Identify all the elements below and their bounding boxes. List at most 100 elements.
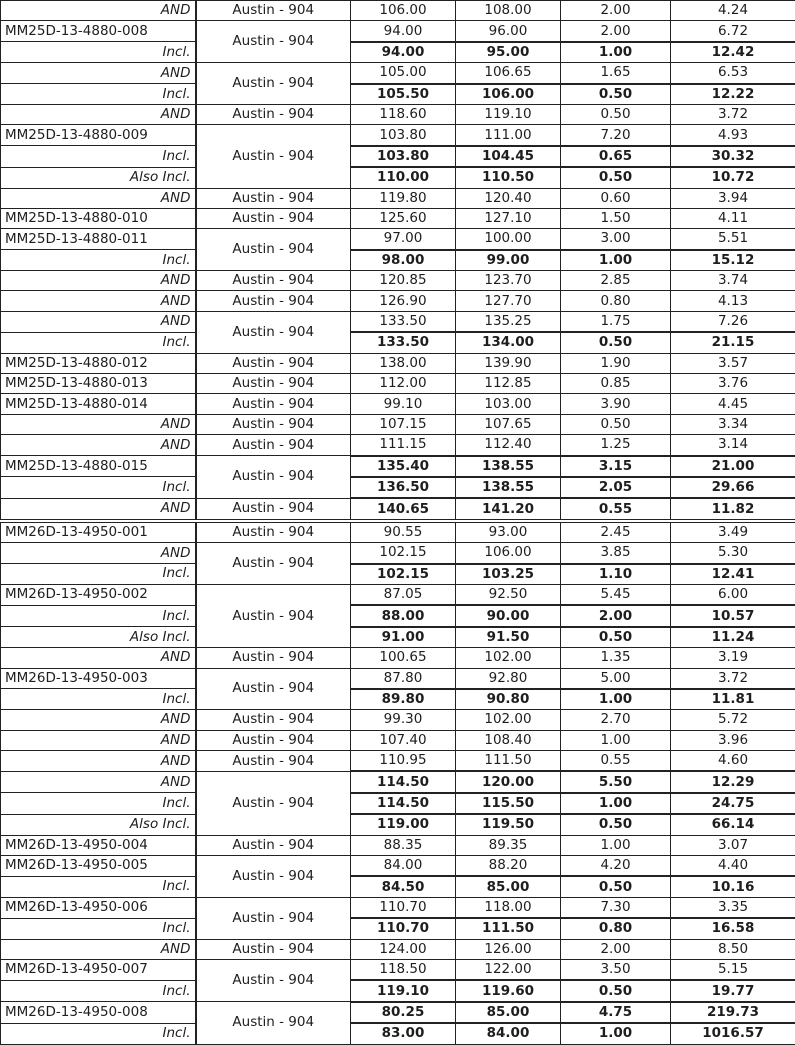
to-cell: 120.00 (456, 771, 561, 792)
to-cell: 126.00 (456, 939, 561, 959)
interval-cell: 1.00 (561, 835, 671, 855)
grade-cell: 3.76 (671, 374, 795, 394)
grade-cell: 4.45 (671, 394, 795, 414)
to-cell: 99.00 (456, 250, 561, 271)
to-cell: 111.50 (456, 918, 561, 939)
hole-id-cell: MM26D-13-4950-008 (1, 1002, 196, 1023)
interval-cell: 0.50 (561, 980, 671, 1001)
from-cell: 124.00 (351, 939, 456, 959)
from-cell: 125.60 (351, 208, 456, 228)
location-cell: Austin - 904 (196, 125, 351, 188)
grade-cell: 12.29 (671, 771, 795, 792)
grade-cell: 11.24 (671, 627, 795, 648)
qualifier-cell: Incl. (1, 793, 196, 814)
from-cell: 84.00 (351, 856, 456, 877)
hole-id-cell: MM25D-13-4880-015 (1, 456, 196, 477)
grade-cell: 3.19 (671, 648, 795, 668)
from-cell: 98.00 (351, 250, 456, 271)
from-cell: 111.15 (351, 435, 456, 456)
interval-cell: 3.00 (561, 229, 671, 250)
grade-cell: 3.49 (671, 522, 795, 542)
from-cell: 87.80 (351, 668, 456, 689)
interval-cell: 3.50 (561, 959, 671, 980)
interval-cell: 5.45 (561, 584, 671, 605)
location-cell: Austin - 904 (196, 21, 351, 63)
grade-cell: 3.57 (671, 353, 795, 373)
hole-id-cell: MM26D-13-4950-005 (1, 856, 196, 877)
grade-cell: 4.13 (671, 291, 795, 311)
grade-cell: 5.51 (671, 229, 795, 250)
interval-cell: 0.55 (561, 751, 671, 772)
interval-cell: 4.20 (561, 856, 671, 877)
location-cell: Austin - 904 (196, 63, 351, 105)
from-cell: 87.05 (351, 584, 456, 605)
to-cell: 118.00 (456, 897, 561, 918)
qualifier-cell: Incl. (1, 42, 196, 63)
from-cell: 126.90 (351, 291, 456, 311)
hole-id-cell: MM25D-13-4880-011 (1, 229, 196, 250)
from-cell: 107.15 (351, 414, 456, 434)
grade-cell: 16.58 (671, 918, 795, 939)
location-cell: Austin - 904 (196, 291, 351, 311)
interval-cell: 0.80 (561, 918, 671, 939)
from-cell: 102.15 (351, 564, 456, 585)
to-cell: 119.60 (456, 980, 561, 1001)
qualifier-cell: Incl. (1, 918, 196, 939)
from-cell: 110.00 (351, 167, 456, 188)
interval-cell: 0.85 (561, 374, 671, 394)
qualifier-cell: AND (1, 104, 196, 124)
interval-cell: 2.45 (561, 522, 671, 542)
to-cell: 85.00 (456, 1002, 561, 1023)
from-cell: 90.55 (351, 522, 456, 542)
to-cell: 92.50 (456, 584, 561, 605)
interval-cell: 2.85 (561, 271, 671, 291)
qualifier-cell: AND (1, 498, 196, 519)
to-cell: 110.50 (456, 167, 561, 188)
location-cell: Austin - 904 (196, 394, 351, 414)
qualifier-cell: AND (1, 730, 196, 750)
to-cell: 127.10 (456, 208, 561, 228)
grade-cell: 15.12 (671, 250, 795, 271)
qualifier-cell: Incl. (1, 564, 196, 585)
location-cell: Austin - 904 (196, 668, 351, 710)
grade-cell: 3.72 (671, 104, 795, 124)
qualifier-cell: Also Incl. (1, 627, 196, 648)
interval-cell: 1.90 (561, 353, 671, 373)
hole-id-cell: MM26D-13-4950-007 (1, 959, 196, 980)
interval-cell: 1.00 (561, 689, 671, 710)
interval-cell: 0.55 (561, 498, 671, 519)
qualifier-cell: Incl. (1, 332, 196, 353)
to-cell: 102.00 (456, 648, 561, 668)
location-cell: Austin - 904 (196, 498, 351, 519)
location-cell: Austin - 904 (196, 856, 351, 898)
to-cell: 112.85 (456, 374, 561, 394)
interval-cell: 3.15 (561, 456, 671, 477)
from-cell: 106.00 (351, 1, 456, 21)
qualifier-cell: AND (1, 710, 196, 730)
grade-cell: 1016.57 (671, 1023, 795, 1044)
grade-cell: 6.53 (671, 63, 795, 84)
hole-id-cell: MM25D-13-4880-009 (1, 125, 196, 146)
to-cell: 90.00 (456, 605, 561, 626)
from-cell: 114.50 (351, 793, 456, 814)
interval-cell: 2.00 (561, 605, 671, 626)
from-cell: 110.70 (351, 897, 456, 918)
location-cell: Austin - 904 (196, 435, 351, 456)
location-cell: Austin - 904 (196, 939, 351, 959)
grade-cell: 30.32 (671, 146, 795, 167)
to-cell: 115.50 (456, 793, 561, 814)
